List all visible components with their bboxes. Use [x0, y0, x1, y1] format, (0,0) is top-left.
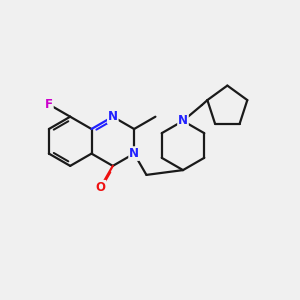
Text: N: N: [178, 114, 188, 128]
Text: N: N: [129, 147, 139, 160]
Text: O: O: [95, 181, 106, 194]
Text: N: N: [108, 110, 118, 123]
Text: F: F: [45, 98, 53, 111]
